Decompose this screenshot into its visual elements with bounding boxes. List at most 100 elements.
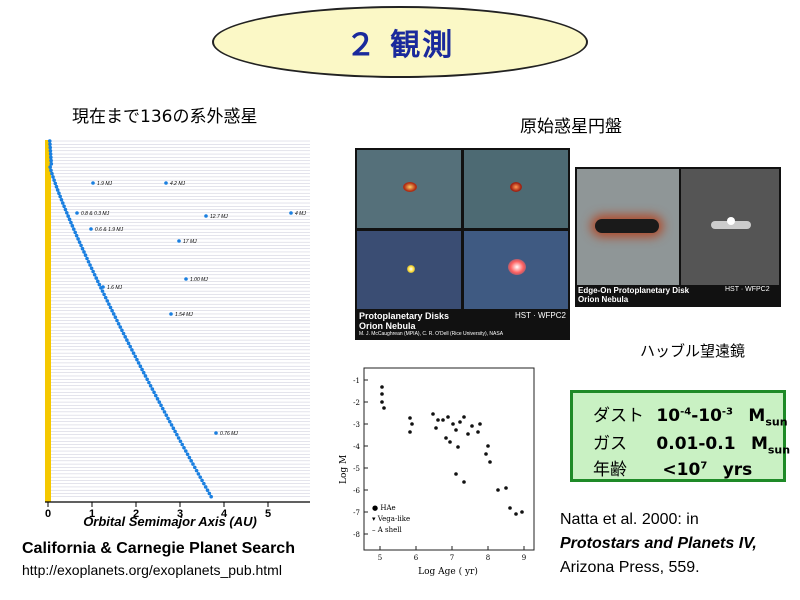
planet-dot [49, 168, 53, 173]
mass-label: 1.9 MJ [97, 181, 113, 187]
mass-label: 1.00 MJ [190, 277, 208, 283]
planet-dot [108, 305, 113, 310]
planet-dot [196, 472, 201, 476]
planet-dot [85, 256, 89, 261]
data-point [488, 460, 492, 464]
x-tick-label: 9 [522, 554, 526, 562]
data-point [446, 415, 450, 419]
slide-title: ２ 観測 [345, 28, 455, 63]
y-tick-label: -8 [353, 531, 360, 539]
planet-dot [48, 142, 52, 147]
planet-dot [130, 348, 134, 352]
planet-dot [125, 338, 129, 342]
planet-dot [73, 230, 78, 235]
planet-dot [184, 277, 188, 281]
planet-dot [185, 452, 190, 457]
planet-dot [131, 351, 136, 355]
x-tick-label: 8 [486, 554, 490, 562]
planet-dot [116, 321, 121, 326]
data-point [478, 422, 482, 426]
data-point [496, 488, 500, 492]
planet-dot [180, 442, 185, 447]
survey-credit: California & Carnegie Planet Search [22, 540, 295, 557]
planet-dot [115, 318, 119, 323]
photo2-title2: Orion Nebula [578, 295, 629, 304]
exoplanet-chart-svg: 0 1 2 3 4 5 1.9 MJ 4.2 MJ 0.8 & 0.3 MJ 12.7 MJ 4 … [45, 139, 310, 529]
planet-dot [76, 237, 80, 241]
data-point [448, 440, 452, 444]
planet-dot [176, 436, 181, 440]
planet-dot [50, 171, 54, 176]
planet-dot [62, 204, 66, 209]
data-point [380, 392, 384, 396]
y-tick-label: -5 [353, 465, 360, 473]
planet-dot [52, 178, 56, 182]
planet-dot [126, 341, 131, 346]
planet-dot [128, 344, 133, 349]
disks-caption: 原始惑星円盤 [520, 117, 622, 137]
data-point [380, 385, 384, 389]
age-plot-xlabel: Log Age ( yr) [418, 566, 478, 577]
planet-dot [147, 380, 151, 385]
planet-dot [100, 289, 105, 293]
edge-on-panel-gray [681, 169, 779, 285]
y-tick-label: -6 [353, 487, 360, 495]
age-value: <107 [662, 460, 708, 480]
mass-label: 17 MJ [183, 239, 197, 245]
planet-dot [48, 152, 53, 156]
hubble-caption: ハッブル望遠鏡 [640, 342, 746, 360]
data-point [454, 472, 458, 476]
planet-dot [157, 400, 162, 404]
planet-dot [214, 431, 218, 435]
y-tick-label: -1 [353, 377, 360, 385]
planet-dot [77, 240, 82, 244]
age-row: 年齢 <107 yrs [593, 455, 752, 480]
photo1-credit: M. J. McCaughrean (MPIA), C. R. O'Dell (… [359, 331, 504, 337]
x-tick-label: 0 [45, 508, 51, 520]
planet-dot [49, 158, 53, 163]
photo1-tag: HST · WFPC2 [515, 311, 566, 320]
planet-dot [92, 273, 97, 277]
edge-on-disk-photo: Edge-On Protoplanetary Disk Orion Nebula… [575, 167, 781, 307]
planet-dot [182, 445, 186, 450]
planet-dot [207, 491, 212, 496]
planet-dot [118, 325, 123, 329]
planet-dot [57, 191, 61, 196]
planet-dot [80, 246, 85, 251]
data-point [484, 452, 488, 456]
planet-dot [194, 468, 199, 473]
planet-dot [83, 253, 88, 258]
survey-url[interactable]: http://exoplanets.org/exoplanets_pub.htm… [22, 562, 282, 578]
data-point [436, 418, 440, 422]
planet-dot [101, 285, 105, 289]
planet-dot [205, 488, 210, 493]
planet-dot [169, 312, 173, 316]
planet-dot [71, 227, 76, 231]
age-label: 年齢 [593, 460, 627, 480]
planet-dot [102, 292, 106, 297]
planet-dot [54, 184, 59, 189]
dust-age-plot-svg: -1 -2 -3 -4 -5 -6 -7 -8 5 6 7 8 9 Log M Log Age ( y… [339, 367, 535, 577]
planet-dot [49, 162, 54, 166]
mass-label: 0.6 & 1.9 MJ [95, 227, 124, 233]
mass-label: 0.8 & 0.3 MJ [81, 211, 110, 217]
planet-dot [175, 432, 179, 437]
legend-hae: ● HAe [372, 504, 396, 512]
reference-line3: Arizona Press, 559. [560, 559, 700, 576]
planet-dot [97, 282, 102, 287]
mass-label: 12.7 MJ [210, 214, 228, 220]
reference: Natta et al. 2000: in Protostars and Pla… [560, 508, 757, 580]
planet-dot [53, 181, 58, 186]
planet-dot [209, 494, 213, 499]
planet-dot [164, 413, 169, 417]
photo2-tag: HST · WFPC2 [725, 286, 770, 293]
planet-dot [183, 449, 188, 453]
planet-dot [143, 374, 148, 378]
planet-dot [103, 295, 108, 300]
planet-dot [133, 354, 138, 359]
age-plot-ylabel: Log M [339, 455, 349, 484]
planet-dot [111, 312, 116, 316]
data-point [431, 412, 435, 416]
x-tick-label: 6 [414, 554, 419, 562]
planet-dot [48, 145, 52, 150]
